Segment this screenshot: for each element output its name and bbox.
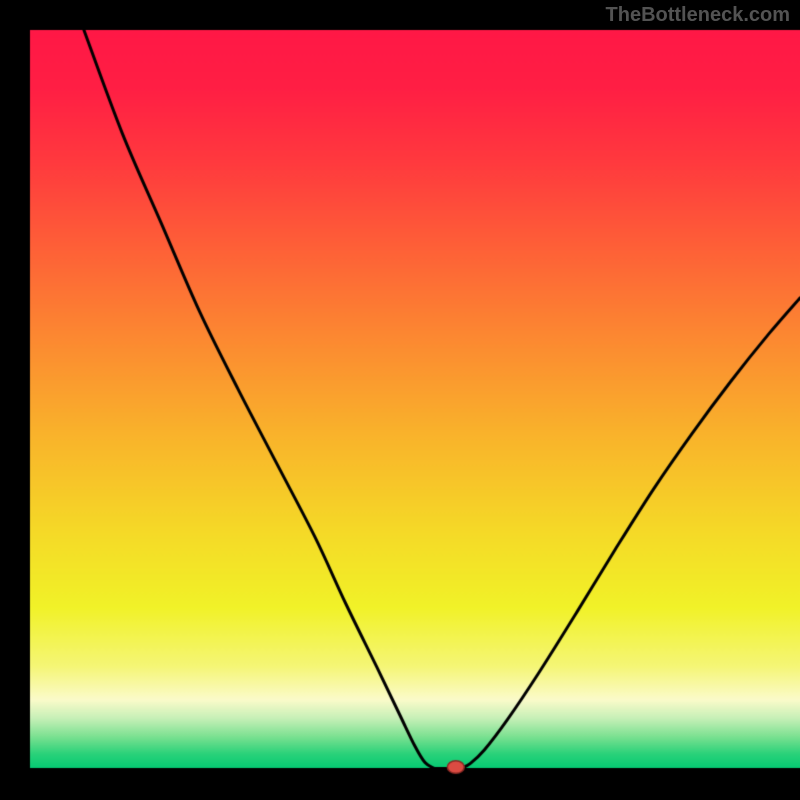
bottleneck-chart-canvas xyxy=(0,0,800,800)
stage: TheBottleneck.com xyxy=(0,0,800,800)
watermark-label: TheBottleneck.com xyxy=(606,4,790,27)
